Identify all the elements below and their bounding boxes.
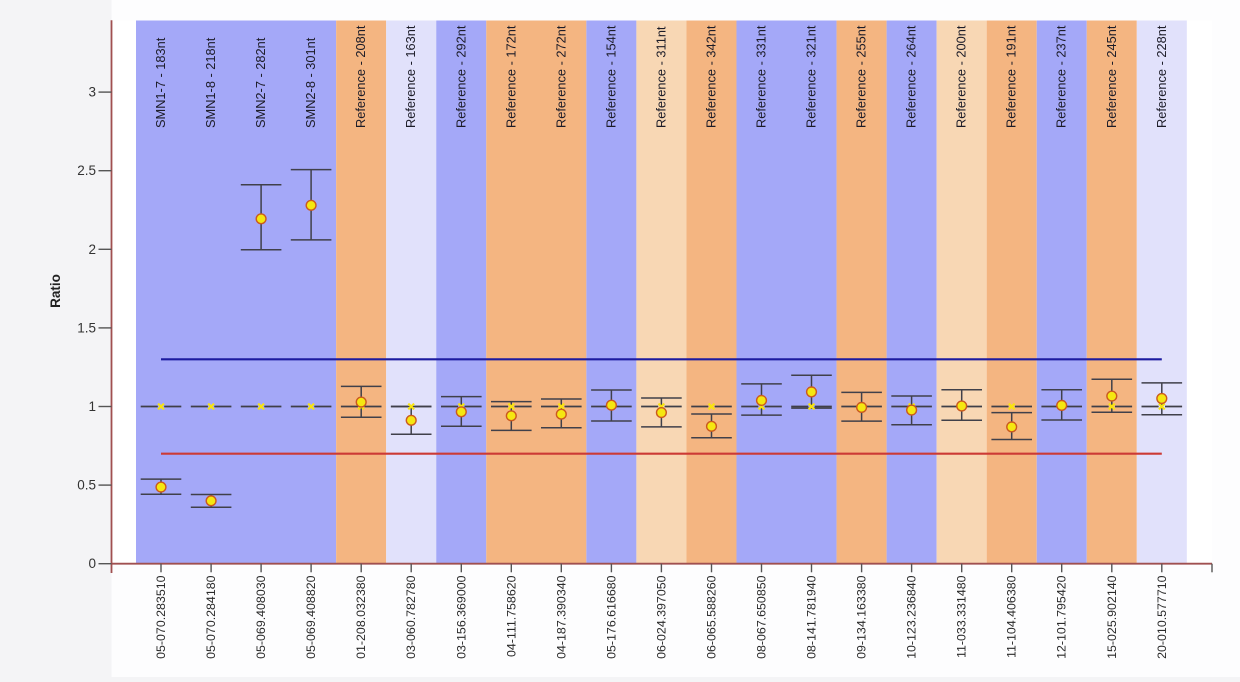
svg-text:Reference - 264nt: Reference - 264nt [904, 25, 919, 128]
svg-text:04-187.390340: 04-187.390340 [554, 575, 568, 658]
svg-text:Reference - 237nt: Reference - 237nt [1054, 25, 1069, 128]
svg-text:01-208.032380: 01-208.032380 [354, 575, 368, 658]
svg-text:Reference - 228nt: Reference - 228nt [1154, 25, 1169, 128]
svg-text:05-070.284180: 05-070.284180 [204, 575, 218, 658]
svg-text:05-070.283510: 05-070.283510 [154, 575, 168, 658]
svg-text:04-111.758620: 04-111.758620 [504, 575, 518, 657]
svg-text:Reference - 342nt: Reference - 342nt [704, 25, 719, 128]
svg-text:05-069.408820: 05-069.408820 [304, 575, 318, 658]
svg-text:12-101.795420: 12-101.795420 [1055, 575, 1069, 658]
svg-text:11-104.406380: 11-104.406380 [1005, 575, 1019, 658]
svg-text:Reference - 208nt: Reference - 208nt [353, 25, 368, 128]
svg-text:15-025.902140: 15-025.902140 [1105, 575, 1119, 658]
svg-text:0: 0 [88, 556, 96, 571]
svg-text:1: 1 [88, 399, 96, 414]
svg-text:Reference - 272nt: Reference - 272nt [553, 25, 568, 128]
svg-text:Reference - 331nt: Reference - 331nt [754, 25, 769, 128]
svg-text:SMN2-7 - 282nt: SMN2-7 - 282nt [253, 37, 268, 128]
svg-text:SMN2-8 - 301nt: SMN2-8 - 301nt [303, 37, 318, 128]
svg-text:Reference - 154nt: Reference - 154nt [603, 25, 618, 128]
svg-text:06-024.397050: 06-024.397050 [654, 575, 668, 658]
svg-text:0.5: 0.5 [77, 478, 96, 493]
svg-text:Reference - 172nt: Reference - 172nt [503, 25, 518, 128]
svg-text:Ratio: Ratio [48, 274, 63, 308]
svg-text:2: 2 [88, 242, 96, 257]
svg-text:SMN1-7 - 183nt: SMN1-7 - 183nt [153, 37, 168, 128]
svg-text:Reference - 311nt: Reference - 311nt [653, 26, 668, 128]
svg-text:Reference - 255nt: Reference - 255nt [854, 25, 869, 128]
svg-text:05-069.408030: 05-069.408030 [254, 575, 268, 658]
svg-text:03-156.369000: 03-156.369000 [454, 575, 468, 658]
svg-text:Reference - 200nt: Reference - 200nt [954, 25, 969, 128]
svg-text:03-060.782780: 03-060.782780 [404, 575, 418, 658]
svg-text:10-123.236840: 10-123.236840 [905, 575, 919, 658]
svg-text:08-141.781940: 08-141.781940 [805, 575, 819, 658]
svg-text:20-010.577710: 20-010.577710 [1155, 575, 1169, 658]
svg-text:Reference - 191nt: Reference - 191nt [1004, 25, 1019, 128]
svg-text:09-134.163380: 09-134.163380 [855, 575, 869, 658]
svg-text:Reference - 321nt: Reference - 321nt [804, 25, 819, 128]
svg-text:Reference - 163nt: Reference - 163nt [403, 25, 418, 128]
svg-text:Reference - 245nt: Reference - 245nt [1104, 25, 1119, 128]
svg-text:2.5: 2.5 [77, 163, 96, 178]
svg-text:06-065.588260: 06-065.588260 [705, 575, 719, 658]
svg-text:SMN1-8 - 218nt: SMN1-8 - 218nt [203, 37, 218, 128]
svg-text:11-033.331480: 11-033.331480 [955, 575, 969, 658]
svg-text:3: 3 [88, 85, 96, 100]
svg-text:Reference - 292nt: Reference - 292nt [453, 25, 468, 128]
svg-text:1.5: 1.5 [77, 320, 96, 335]
svg-text:05-176.616680: 05-176.616680 [604, 575, 618, 658]
svg-text:08-067.650850: 08-067.650850 [755, 575, 769, 658]
